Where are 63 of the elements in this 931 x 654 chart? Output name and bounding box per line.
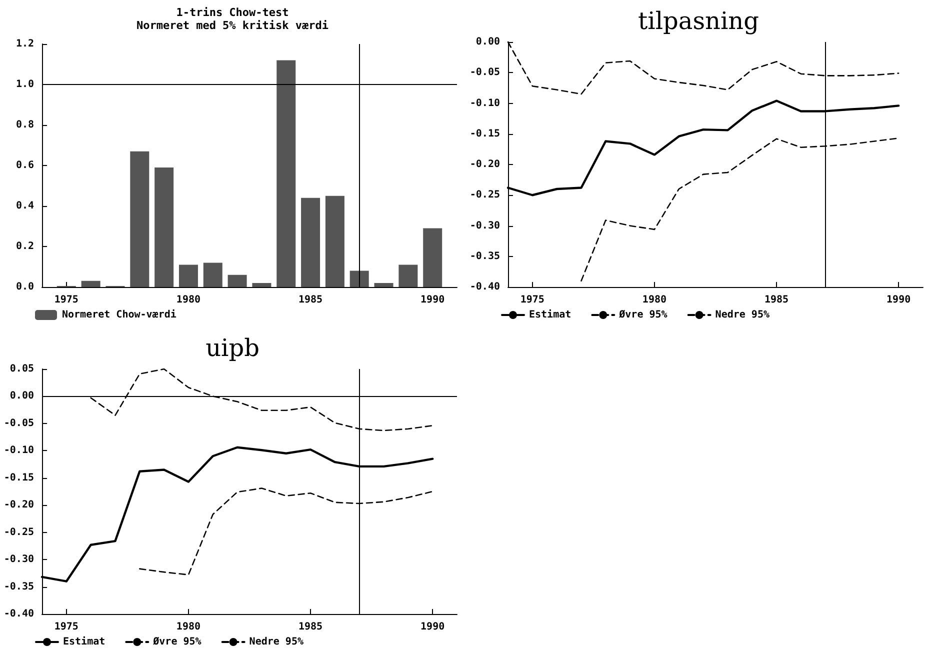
legend-label: Nedre 95% [715, 310, 770, 320]
bar [276, 60, 296, 287]
bar [350, 270, 369, 287]
bar [325, 196, 344, 287]
y-tick-label: -0.15 [4, 472, 34, 484]
y-tick-label: 0.6 [16, 160, 34, 171]
y-tick-label: 0.2 [16, 241, 34, 252]
bar [374, 282, 394, 287]
x-tick-label: 1980 [176, 622, 201, 632]
x-tick-label: 1990 [420, 622, 445, 632]
chart-title: 1-trins Chow-test [176, 6, 289, 19]
y-tick-label: 1.0 [16, 79, 34, 90]
y-tick-label: -0.15 [470, 128, 500, 140]
bar [130, 151, 150, 287]
x-tick-label: 1975 [54, 294, 78, 306]
x-tick-label: 1980 [176, 294, 201, 306]
bar [178, 264, 198, 287]
y-tick-label: 0.8 [16, 120, 34, 130]
x-tick-label: 1990 [886, 294, 911, 306]
legend-label: Normeret Chow-værdi [62, 308, 176, 320]
x-tick-label: 1990 [420, 294, 445, 306]
y-tick-label: -0.05 [470, 67, 500, 78]
y-tick-label: 0.05 [10, 364, 34, 374]
legend-label: Estimat [63, 636, 106, 648]
bar [228, 274, 247, 287]
legend-label: Nedre 95% [249, 636, 304, 648]
y-tick-label: -0.10 [4, 445, 34, 456]
y-tick-label: 0.00 [10, 390, 34, 402]
bar [252, 282, 272, 287]
chart-title: tilpasning [638, 7, 759, 35]
y-tick-label: -0.25 [470, 190, 500, 201]
legend-label: Øvre 95% [152, 636, 202, 648]
y-tick-label: 0.0 [16, 282, 34, 292]
legend-label: Estimat [529, 308, 572, 320]
x-tick-label: 1985 [764, 294, 789, 306]
x-tick-label: 1985 [298, 294, 323, 306]
x-tick-label: 1975 [520, 294, 544, 306]
bar [423, 228, 442, 287]
y-tick-label: -0.35 [470, 250, 500, 262]
x-tick-label: 1985 [298, 622, 323, 632]
bar [203, 262, 222, 287]
x-tick-label: 1975 [54, 622, 78, 632]
y-tick-label: -0.20 [4, 500, 34, 511]
chart-subtitle: Normeret med 5% kritisk værdi [136, 19, 329, 32]
y-tick-label: -0.10 [470, 98, 500, 109]
y-tick-label: -0.40 [4, 608, 34, 620]
y-tick-label: -0.05 [4, 418, 34, 429]
legend-label: Øvre 95% [618, 310, 668, 320]
y-tick-label: -0.40 [470, 282, 500, 292]
y-tick-label: 1.2 [16, 38, 34, 50]
bar [154, 168, 174, 287]
y-tick-label: 0.4 [16, 200, 34, 212]
y-tick-label: -0.25 [4, 526, 34, 538]
y-tick-label: -0.30 [470, 220, 500, 232]
bar [398, 264, 418, 287]
y-tick-label: -0.20 [470, 159, 500, 170]
x-tick-label: 1980 [642, 294, 667, 306]
y-tick-label: -0.30 [4, 554, 34, 566]
y-tick-label: 0.00 [476, 36, 500, 48]
chart-title: uipb [206, 334, 260, 362]
bar [81, 280, 100, 287]
bar [301, 198, 320, 287]
y-tick-label: -0.35 [4, 581, 34, 592]
